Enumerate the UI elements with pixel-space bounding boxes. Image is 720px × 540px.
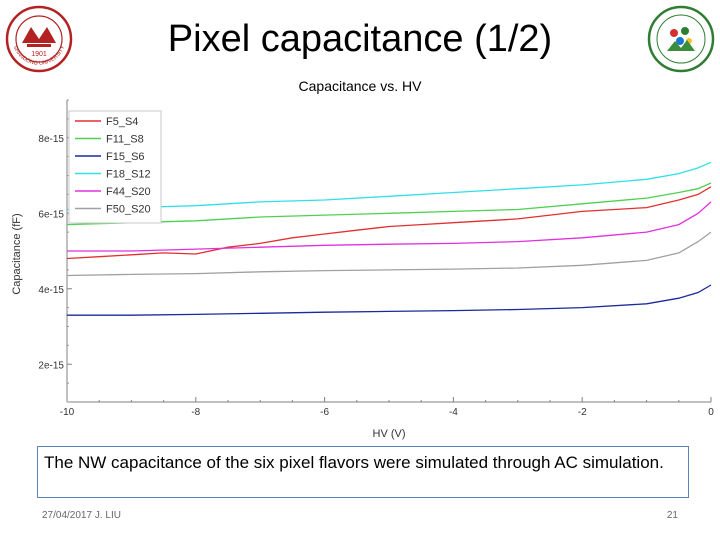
y-tick-label: 8e-15 bbox=[38, 134, 64, 145]
x-tick-label: 0 bbox=[708, 407, 714, 418]
legend-label: F5_S4 bbox=[106, 116, 138, 128]
series-line-f44-s20 bbox=[67, 201, 712, 252]
chart-legend: F5_S4 F11_S8 F15_S6 F18_S12 F44_S20 F50_S20 bbox=[68, 110, 162, 224]
series-line-f15-s6 bbox=[67, 284, 712, 316]
legend-box bbox=[68, 110, 162, 224]
x-tick-label: -8 bbox=[191, 407, 200, 418]
logo-year-text: 1901 bbox=[31, 51, 47, 58]
caption-box: The NW capacitance of the six pixel flav… bbox=[37, 446, 689, 498]
x-tick-label: -2 bbox=[578, 407, 587, 418]
legend-label: F11_S8 bbox=[106, 134, 144, 146]
series-lines bbox=[66, 161, 712, 316]
series-line-f18-s12 bbox=[66, 161, 712, 211]
caption-text: The NW capacitance of the six pixel flav… bbox=[44, 453, 664, 472]
series-line-f50-s20 bbox=[66, 231, 712, 277]
x-axis-ticks: -10 -8 -6 -4 -2 0 bbox=[60, 397, 714, 418]
y-tick-label: 6e-15 bbox=[38, 209, 64, 220]
slide-title: Pixel capacitance (1/2) bbox=[167, 18, 553, 60]
conference-logo bbox=[647, 5, 715, 73]
x-tick-label: -6 bbox=[320, 407, 329, 418]
x-tick-label: -4 bbox=[449, 407, 458, 418]
x-axis-label: HV (V) bbox=[373, 428, 406, 440]
y-axis-label: Capacitance (fF) bbox=[11, 213, 23, 294]
legend-label: F50_S20 bbox=[106, 204, 151, 216]
y-axis-ticks: 2e-15 4e-15 6e-15 8e-15 bbox=[38, 99, 72, 403]
plot-background bbox=[67, 100, 711, 402]
series-line-f5-s4 bbox=[66, 186, 712, 260]
chart-title: Capacitance vs. HV bbox=[298, 78, 422, 94]
series-line-f11-s8 bbox=[66, 182, 712, 226]
page-number: 21 bbox=[666, 510, 678, 521]
legend-label: F44_S20 bbox=[106, 186, 151, 198]
y-tick-label: 2e-15 bbox=[38, 360, 64, 371]
y-tick-label: 4e-15 bbox=[38, 285, 64, 296]
legend-label: F18_S12 bbox=[106, 169, 151, 181]
footer-date-author: 27/04/2017 J. LIU bbox=[42, 510, 121, 521]
x-tick-label: -10 bbox=[60, 407, 75, 418]
legend-label: F15_S6 bbox=[106, 151, 145, 163]
shandong-university-logo: 1901 SHANDONG UNIVERSITY bbox=[5, 5, 73, 73]
